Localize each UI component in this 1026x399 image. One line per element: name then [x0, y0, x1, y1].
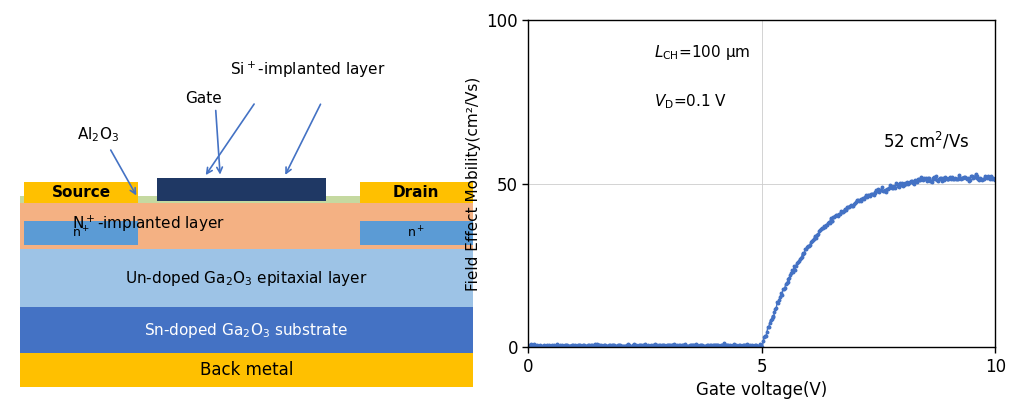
- Bar: [359, 182, 473, 203]
- Text: Gate: Gate: [186, 91, 223, 106]
- X-axis label: Gate voltage(V): Gate voltage(V): [697, 381, 827, 399]
- Text: N$^+$-implanted layer: N$^+$-implanted layer: [72, 214, 225, 234]
- Bar: [19, 307, 473, 353]
- Text: Drain: Drain: [393, 185, 439, 200]
- Text: $V_{\rm D}$=0.1 V: $V_{\rm D}$=0.1 V: [655, 92, 727, 111]
- Text: $L_{\rm CH}$=100 μm: $L_{\rm CH}$=100 μm: [655, 43, 751, 62]
- Text: Un-doped Ga$_2$O$_3$ epitaxial layer: Un-doped Ga$_2$O$_3$ epitaxial layer: [125, 269, 367, 288]
- Text: Sn-doped Ga$_2$O$_3$ substrate: Sn-doped Ga$_2$O$_3$ substrate: [145, 321, 348, 340]
- Text: n$^+$: n$^+$: [72, 226, 90, 241]
- Bar: [359, 221, 473, 245]
- Bar: [19, 249, 473, 307]
- Text: Si$^+$-implanted layer: Si$^+$-implanted layer: [230, 59, 386, 80]
- Bar: [25, 221, 137, 245]
- Text: 52 cm$^2$/Vs: 52 cm$^2$/Vs: [883, 130, 970, 152]
- Bar: [19, 196, 473, 203]
- Bar: [19, 353, 473, 387]
- Text: Back metal: Back metal: [199, 361, 293, 379]
- Bar: [25, 182, 137, 203]
- Bar: [19, 203, 473, 249]
- Y-axis label: Field Effect Mobility(cm²/Vs): Field Effect Mobility(cm²/Vs): [466, 77, 481, 290]
- Text: Source: Source: [51, 185, 111, 200]
- Bar: [157, 178, 326, 201]
- Text: n$^+$: n$^+$: [407, 226, 425, 241]
- Text: Al$_2$O$_3$: Al$_2$O$_3$: [77, 125, 119, 144]
